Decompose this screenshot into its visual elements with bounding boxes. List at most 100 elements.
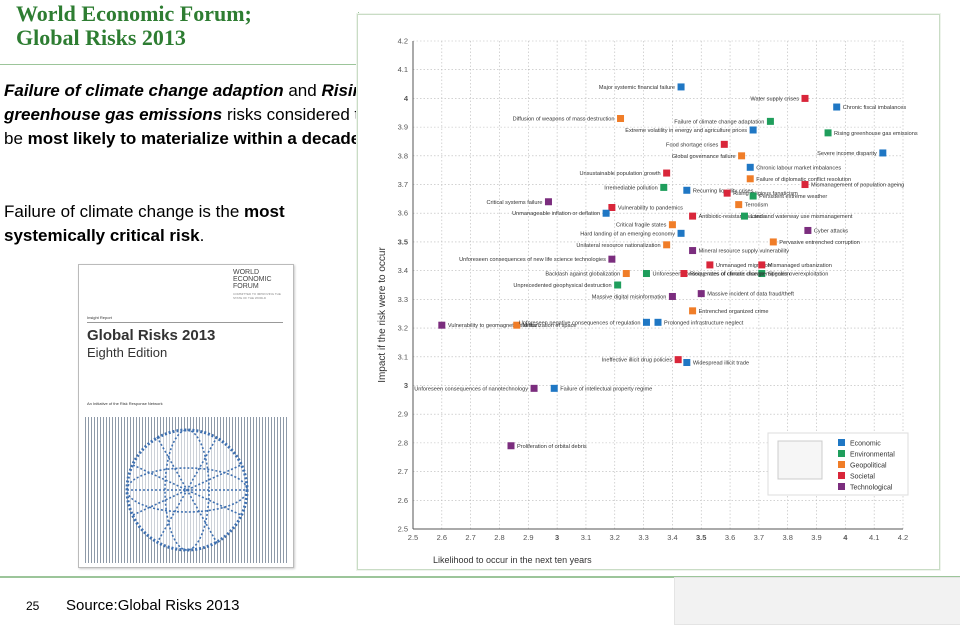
risk-point <box>438 321 446 329</box>
legend-label: Environmental <box>850 452 895 459</box>
risk-climate-adaption: Failure of climate change adaption <box>4 81 284 100</box>
risk-point <box>749 126 757 134</box>
risk-point <box>614 281 622 289</box>
risk-point-label: Rising rates of chronic disease <box>690 272 766 278</box>
wef-logo: WORLD ECONOMIC FORUM COMMITTED TO IMPROV… <box>233 269 283 300</box>
x-tick-label: 3.1 <box>581 533 591 542</box>
risk-point <box>642 270 650 278</box>
report-cover-image: WORLD ECONOMIC FORUM COMMITTED TO IMPROV… <box>78 264 294 568</box>
risk-point <box>740 212 748 220</box>
y-tick-label: 3.4 <box>398 266 408 275</box>
risk-point-label: Recurring liquidity crises <box>693 188 754 194</box>
y-tick-label: 3 <box>404 381 408 390</box>
risk-point-label: Persistent extreme weather <box>759 194 827 200</box>
para1-emphasis: most likely to materialize within a deca… <box>27 129 361 148</box>
risk-point-label: Critical fragile states <box>616 223 667 229</box>
y-tick-label: 3.2 <box>398 324 408 333</box>
risk-point-label: Mineral resource supply vulnerability <box>699 249 790 255</box>
risk-point <box>660 183 668 191</box>
risk-point-label: Chronic labour market imbalances <box>756 165 841 171</box>
risk-point-label: Hard landing of an emerging economy <box>580 231 675 237</box>
risk-point <box>804 226 812 234</box>
risk-point <box>746 163 754 171</box>
finding-paragraph-critical: Failure of climate change is the most sy… <box>4 200 384 248</box>
risk-point-label: Chronic fiscal imbalances <box>843 105 907 111</box>
risk-point-label: Unforeseen consequences of nanotechnolog… <box>414 386 528 392</box>
risk-point-label: Mismanaged urbanization <box>768 263 832 269</box>
wef-logo-tagline: COMMITTED TO IMPROVING THE STATE OF THE … <box>233 292 281 300</box>
risk-point <box>758 261 766 269</box>
x-tick-label: 3.7 <box>754 533 764 542</box>
risk-point-label: Massive digital misinformation <box>592 294 667 300</box>
risk-point-label: Backlash against globalization <box>545 272 620 278</box>
risk-point-label: Land and waterway use mismanagement <box>750 214 852 220</box>
risk-point <box>513 321 521 329</box>
risk-point <box>683 186 691 194</box>
y-tick-label: 4.1 <box>398 65 408 74</box>
legend-swatch <box>838 472 845 479</box>
risk-point-label: Unmanageable inflation or deflation <box>512 211 600 217</box>
risk-point-label: Major systemic financial failure <box>599 85 675 91</box>
risk-point-label: Rising religious fanaticism <box>733 191 798 197</box>
wef-logo-line: ECONOMIC <box>233 276 272 283</box>
title-line-2: Global Risks 2013 <box>16 25 186 50</box>
global-risks-chart: 2.5 2.6 2.7 2.8 2.9 3 3.1 3.2 3.3 3.4 3.5 3.6 3.7 3.8… <box>357 14 940 570</box>
legend-swatch <box>838 450 845 457</box>
y-tick-label: 3.9 <box>398 123 408 132</box>
risk-point <box>663 241 671 249</box>
para1-text-and: and <box>283 81 322 100</box>
y-axis-label: Impact if the risk were to occur <box>377 247 388 383</box>
risk-point <box>654 318 662 326</box>
legend-label: Economic <box>850 441 881 448</box>
risk-point <box>642 318 650 326</box>
risk-point-label: Vulnerability to geomagnetic storms <box>448 323 537 329</box>
risk-point-label: Pervasive entrenched corruption <box>779 240 860 246</box>
risk-point <box>544 198 552 206</box>
finding-paragraph-likely: Failure of climate change adaption and R… <box>4 79 384 151</box>
footer-logo-placeholder <box>674 577 960 625</box>
risk-point-label: Food shortage crises <box>666 142 718 148</box>
y-tick-label: 2.7 <box>398 467 408 476</box>
risk-point <box>602 209 610 217</box>
slide-title: World Economic Forum; Global Risks 2013 <box>16 2 346 50</box>
legend-swatch <box>838 461 845 468</box>
risk-point <box>720 140 728 148</box>
risk-point-label: Irremediable pollution <box>604 185 657 191</box>
y-tick-label: 4.2 <box>398 37 408 46</box>
x-tick-label: 2.5 <box>408 533 418 542</box>
y-tick-label: 3.3 <box>398 295 408 304</box>
para2-period: . <box>199 226 205 245</box>
risk-point <box>833 103 841 111</box>
cover-edition: Eighth Edition <box>87 345 168 360</box>
risk-point <box>697 290 705 298</box>
risk-point-label: Antibiotic-resistant bacteria <box>699 214 767 220</box>
risk-point-label: Cyber attacks <box>814 228 848 234</box>
risk-point <box>738 152 746 160</box>
para2-text: Failure of climate change is the <box>4 202 245 221</box>
risk-point <box>608 203 616 211</box>
risk-point-label: Unsustainable population growth <box>579 171 660 177</box>
risk-point-label: Unforeseen consequences of climate chang… <box>652 272 789 278</box>
risk-point-label: Proliferation of orbital debris <box>517 444 587 450</box>
title-line-1: World Economic Forum; <box>16 1 252 26</box>
risk-point-label: Severe income disparity <box>817 151 877 157</box>
x-tick-label: 3.8 <box>782 533 792 542</box>
risk-point-label: Ineffective illicit drug policies <box>602 358 673 364</box>
risk-point <box>689 247 697 255</box>
risk-point <box>801 94 809 102</box>
risk-point-label: Unforeseen consequences of new life scie… <box>459 257 606 263</box>
y-tick-label: 3.8 <box>398 151 408 160</box>
risk-point <box>723 189 731 197</box>
risk-point <box>746 175 754 183</box>
risk-point-label: Unilateral resource nationalization <box>576 243 660 249</box>
y-tick-label: 2.6 <box>398 496 408 505</box>
risk-point-label: Failure of diplomatic conflict resolutio… <box>756 177 851 183</box>
x-tick-label: 2.7 <box>465 533 475 542</box>
risk-point <box>689 212 697 220</box>
x-tick-label: 3.6 <box>725 533 735 542</box>
risk-point <box>801 181 809 189</box>
y-tick-label: 3.6 <box>398 209 408 218</box>
risk-point <box>677 229 685 237</box>
risk-point <box>824 129 832 137</box>
risk-point <box>674 356 682 364</box>
